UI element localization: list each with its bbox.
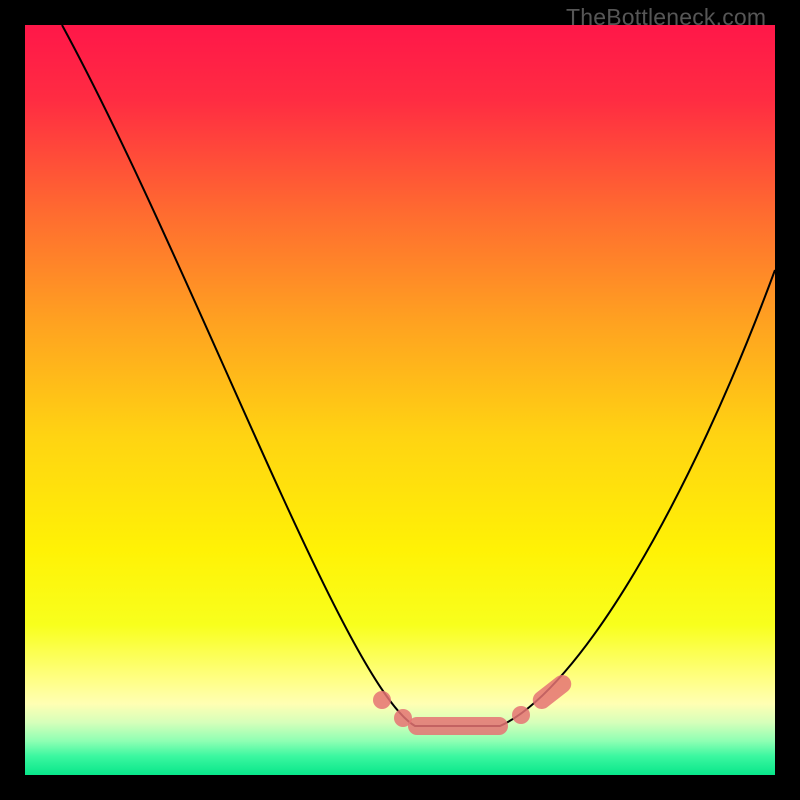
watermark-label: TheBottleneck.com	[566, 4, 766, 31]
bottleneck-chart	[0, 0, 800, 800]
marker-point	[373, 691, 391, 709]
chart-frame: TheBottleneck.com	[0, 0, 800, 800]
gradient-plot-area	[25, 25, 775, 775]
marker-point	[512, 706, 530, 724]
marker-point	[408, 717, 508, 735]
